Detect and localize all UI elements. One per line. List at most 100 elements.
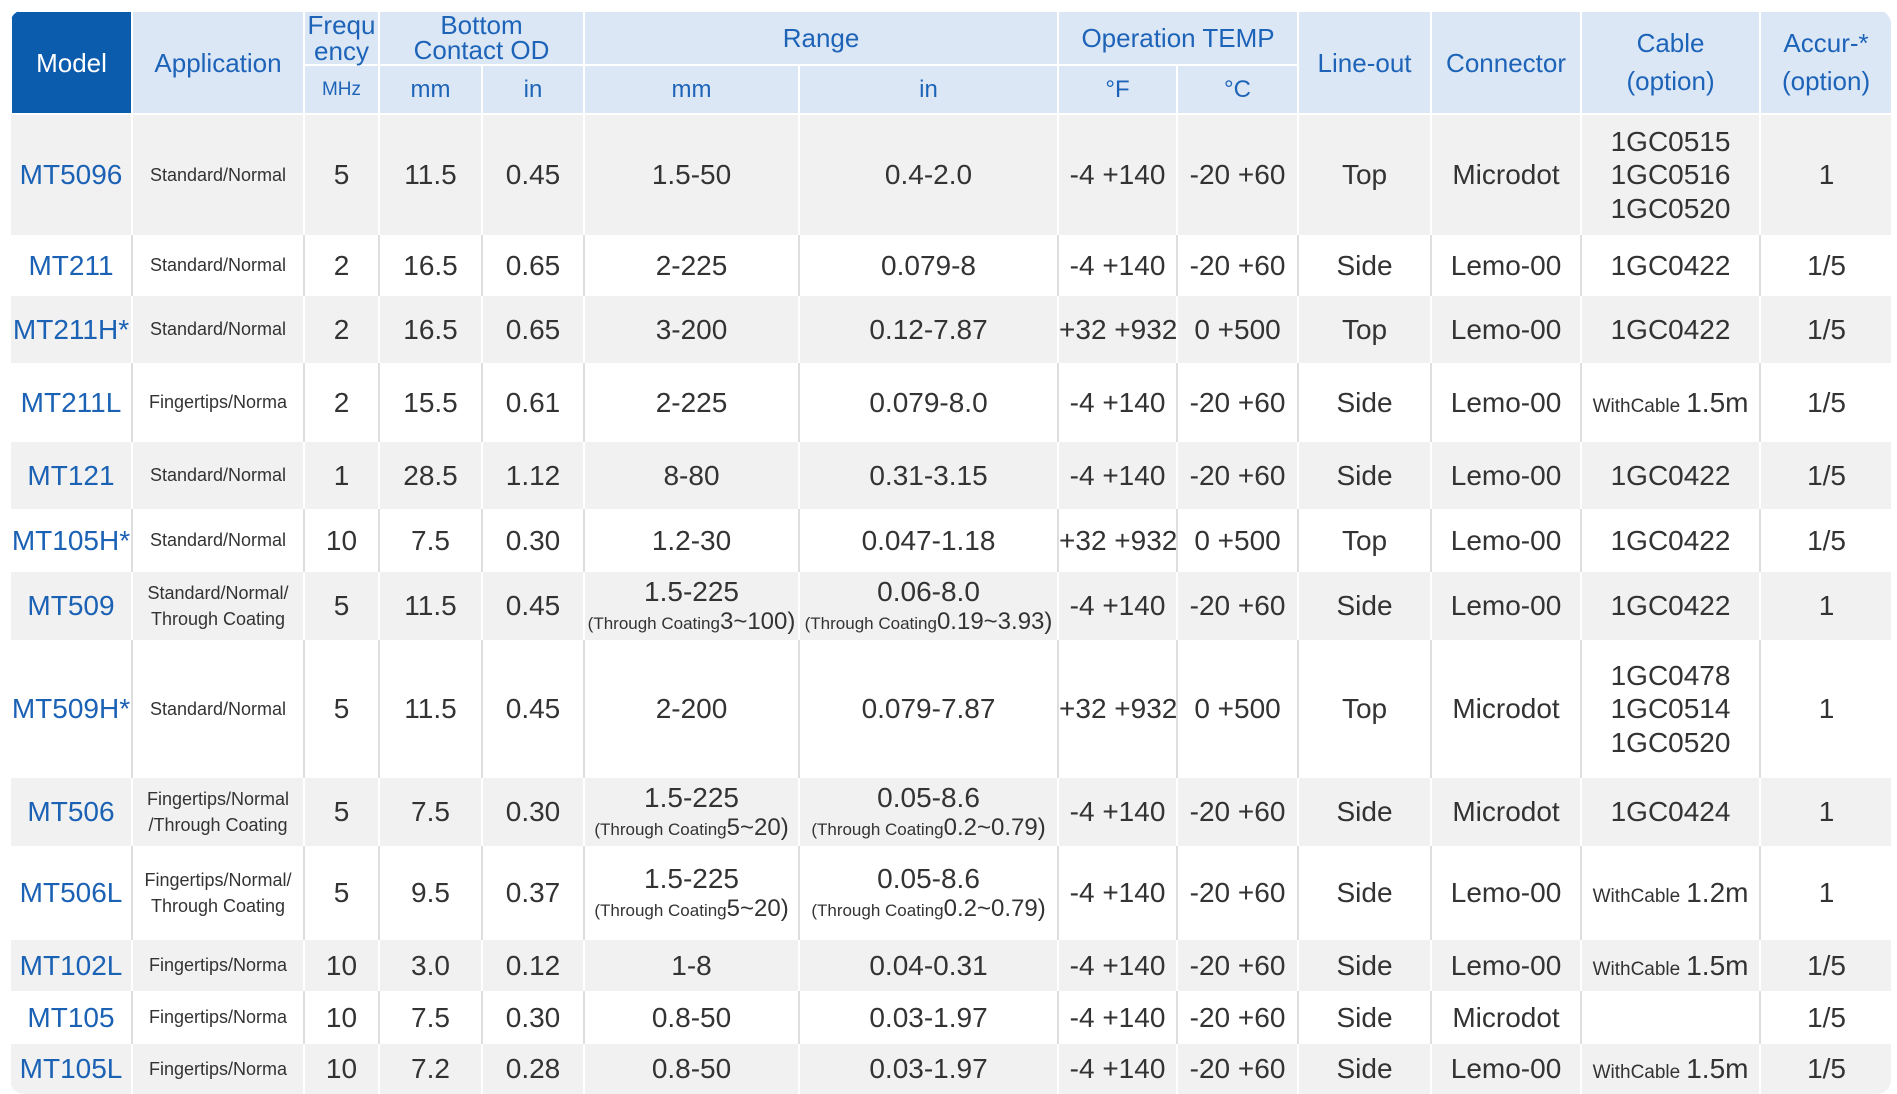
cell-text: MT211H* xyxy=(12,313,130,345)
table-cell: 1/5 xyxy=(1759,940,1891,991)
cell-text: Model xyxy=(36,47,107,78)
table-cell: 0.8-50 xyxy=(583,991,800,1044)
cell-main: 1.5m xyxy=(1686,950,1748,981)
table-cell: -4 +140 xyxy=(1057,1044,1178,1094)
header-cell: Range xyxy=(583,10,1060,66)
cell-text: 1 xyxy=(1818,796,1835,828)
table-cell: 0.30 xyxy=(480,778,585,846)
table-cell: -20 +60 xyxy=(1176,846,1299,940)
cell-text: 11.5 xyxy=(404,159,457,191)
table-cell: 11.5 xyxy=(378,572,482,640)
table-cell: 0.65 xyxy=(480,296,585,363)
cell-text: 1/5 xyxy=(1807,1053,1846,1085)
table-row: MT211H* Standard/Normal 2 16.5 0.65 3-200 0.12… xyxy=(11,296,1891,363)
table-cell: -20 +60 xyxy=(1176,991,1299,1044)
cell-text: 0.079-8 xyxy=(881,249,976,281)
table-cell: Side xyxy=(1297,363,1432,442)
cell-text: 5 xyxy=(333,159,350,191)
cell-text: 0.65 xyxy=(505,313,561,345)
cell-text: 0.12-7.87 xyxy=(869,313,988,345)
table-cell: 1-8 xyxy=(583,940,800,991)
table-row: MT211L Fingertips/Norma 2 15.5 0.61 2-225 0.07… xyxy=(11,363,1891,442)
cell-text: Fingertips/Norma xyxy=(148,1007,288,1028)
table-cell: 11.5 xyxy=(378,640,482,778)
cell-text: 1GC0422 xyxy=(1610,459,1731,491)
table-cell: Fingertips/Norma xyxy=(131,363,304,442)
table-row: MT102L Fingertips/Norma 10 3.0 0.12 1-8 0.04-0… xyxy=(11,940,1891,991)
table-cell: 1/5 xyxy=(1759,509,1891,572)
cell-text: -4 +140 xyxy=(1069,459,1166,491)
header-cell: Frequ ency xyxy=(303,10,380,66)
cell-text: -20 +60 xyxy=(1189,159,1286,191)
cell-text: 1GC0422 xyxy=(1610,313,1731,345)
cell-text: 0 +500 xyxy=(1194,313,1281,345)
table-cell: 0 +500 xyxy=(1176,296,1299,363)
cable-prefix: WithCable xyxy=(1592,1062,1681,1084)
cell-line: Through Coating xyxy=(150,609,286,629)
cell-text: 0.45 xyxy=(505,590,561,622)
table-cell: 2 xyxy=(303,363,379,442)
cell-main: 1.5m xyxy=(1686,1053,1748,1084)
cell-text: 0 +500 xyxy=(1194,693,1281,725)
table-cell: 0.30 xyxy=(480,509,585,572)
table-cell: -20 +60 xyxy=(1176,114,1299,235)
cell-text: 0.45 xyxy=(505,159,561,191)
table-cell: MT211L xyxy=(11,363,132,442)
table-cell: -4 +140 xyxy=(1057,846,1178,940)
cell-text: Microdot xyxy=(1452,159,1560,191)
cell-text: -20 +60 xyxy=(1189,877,1286,909)
cell-text: 9.5 xyxy=(411,877,450,909)
cell-line: Through Coating xyxy=(150,896,286,916)
note-value: 0.2~0.79) xyxy=(943,814,1046,842)
table-cell: Lemo-00 xyxy=(1430,846,1582,940)
table-cell: 0.28 xyxy=(480,1044,585,1094)
table-cell: 16.5 xyxy=(378,235,482,296)
cell-text: in xyxy=(919,75,938,103)
coating-note: (Through Coating0.19~3.93) xyxy=(800,608,1057,637)
header-cell: Line-out xyxy=(1297,10,1433,115)
table-cell: -20 +60 xyxy=(1176,1044,1299,1094)
cell-text: Microdot xyxy=(1452,1001,1560,1033)
cell-text: in xyxy=(523,75,543,103)
cell-text: 1GC0422 xyxy=(1610,590,1731,622)
cell-text: 0.28 xyxy=(505,1053,561,1085)
table-cell: 1GC0422 xyxy=(1580,572,1761,640)
table-cell: 1 xyxy=(1759,778,1891,846)
table-body: MT5096 Standard/Normal 5 11.5 0.45 1.5-50 0.4-… xyxy=(11,114,1891,1094)
table-cell: MT506 xyxy=(11,778,132,846)
cell-text: Side xyxy=(1336,796,1393,828)
coating-note: (Through Coating3~100) xyxy=(585,608,798,637)
table-cell: 2 xyxy=(303,235,379,296)
table-row: MT105L Fingertips/Norma 10 7.2 0.28 0.8-50 0.0… xyxy=(11,1044,1891,1094)
table-cell: 1GC0422 xyxy=(1580,296,1761,363)
table-cell: Standard/Normal xyxy=(131,442,304,509)
cell-text: -20 +60 xyxy=(1189,459,1286,491)
table-cell: 3.0 xyxy=(378,940,482,991)
table-cell: 1/5 xyxy=(1759,1044,1891,1094)
cell-text: Fingertips/Norma xyxy=(148,955,288,976)
table-cell: Lemo-00 xyxy=(1430,235,1582,296)
table-cell: MT506L xyxy=(11,846,132,940)
cell-text: 0.8-50 xyxy=(651,1001,732,1033)
cell-text: 1 xyxy=(1818,693,1835,725)
table-row: MT105 Fingertips/Norma 10 7.5 0.30 0.8-50 0.03… xyxy=(11,991,1891,1044)
table-cell: Side xyxy=(1297,1044,1432,1094)
table-cell: Lemo-00 xyxy=(1430,940,1582,991)
table-cell: WithCable 1.5m xyxy=(1580,1044,1761,1094)
table-cell: 0.4-2.0 xyxy=(798,114,1059,235)
table-cell: 1 xyxy=(1759,640,1891,778)
table-cell: Fingertips/Normal/Through Coating xyxy=(131,778,304,846)
cell-text: 16.5 xyxy=(403,313,458,345)
table-cell: 1 xyxy=(303,442,379,509)
table-cell: WithCable 1.5m xyxy=(1580,363,1761,442)
cell-text: 0.30 xyxy=(505,796,561,828)
cell-text: 2-225 xyxy=(655,249,728,281)
cell-text: -4 +140 xyxy=(1069,386,1166,418)
cell-text: Side xyxy=(1336,249,1393,281)
table-cell: 0.65 xyxy=(480,235,585,296)
table-cell: 1GC0515 1GC0516 1GC0520 xyxy=(1580,114,1761,235)
table-cell: 2-200 xyxy=(583,640,800,778)
table-cell: 0.05-8.6 (Through Coating0.2~0.79) xyxy=(798,846,1059,940)
cell-text: 1.5m xyxy=(1686,386,1749,418)
cell-line: (option) xyxy=(1626,65,1715,96)
